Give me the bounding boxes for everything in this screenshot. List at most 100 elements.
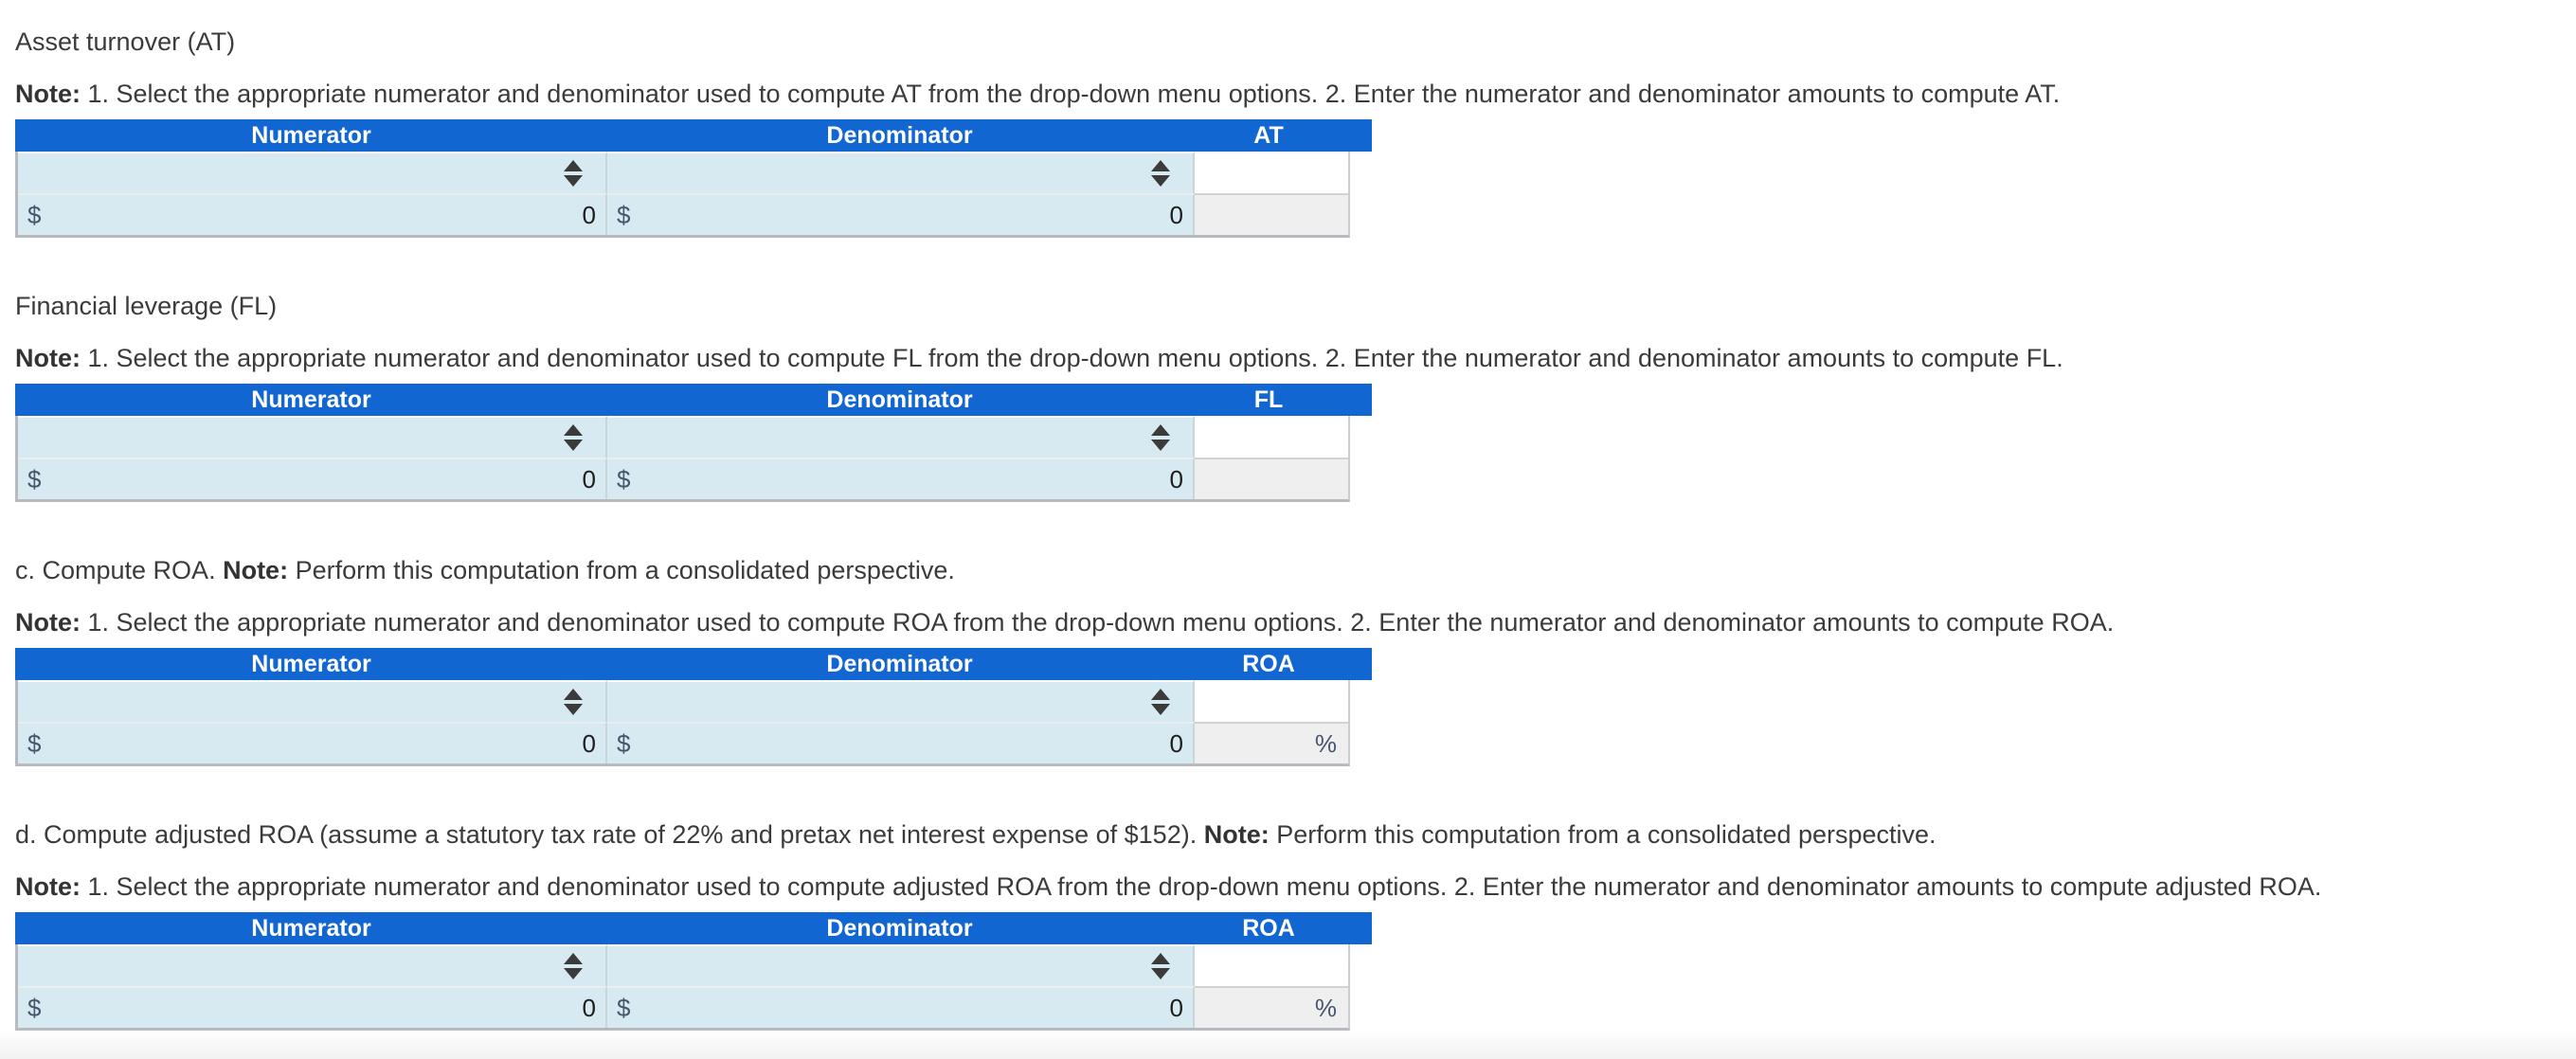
column-header-result: ROA [1242, 650, 1295, 677]
fl-result-input[interactable] [1195, 416, 1348, 458]
section-title: Asset turnover (AT) [15, 25, 2576, 60]
section-title-note-label: Note: [1203, 820, 1270, 849]
section-title-text: Asset turnover (AT) [15, 27, 236, 56]
column-header-result: AT [1253, 121, 1284, 149]
select-spinner-icon [564, 953, 583, 979]
denominator-amount-input[interactable]: $ 0 [607, 722, 1195, 763]
fl-computation-table: Numerator Denominator FL [15, 384, 1372, 502]
amount-row: $ 0 $ 0 % [18, 986, 1348, 1028]
denominator-amount-value: 0 [1169, 200, 1183, 229]
roa-result-input[interactable] [1195, 680, 1348, 722]
percent-suffix: % [1314, 993, 1337, 1022]
column-header-result: ROA [1242, 914, 1295, 942]
numerator-select[interactable] [18, 680, 607, 722]
denominator-amount-input[interactable]: $ 0 [607, 193, 1195, 235]
numerator-select[interactable] [18, 152, 607, 193]
instruction-note: Note: 1. Select the appropriate numerato… [15, 870, 2576, 905]
column-header-numerator: Numerator [251, 914, 371, 942]
currency-symbol: $ [617, 728, 631, 758]
adjusted-roa-result-input[interactable] [1195, 944, 1348, 986]
currency-symbol: $ [617, 200, 631, 229]
numerator-select[interactable] [18, 944, 607, 986]
section-asset-turnover: Asset turnover (AT) Note: 1. Select the … [15, 25, 2576, 238]
denominator-select[interactable] [607, 152, 1195, 193]
section-title-text: d. Compute adjusted ROA (assume a statut… [15, 820, 1204, 849]
fl-result-readonly [1195, 458, 1348, 499]
currency-symbol: $ [617, 464, 631, 494]
amount-row: $ 0 $ 0 [18, 458, 1348, 499]
select-spinner-icon [564, 160, 583, 187]
numerator-amount-input[interactable]: $ 0 [18, 722, 607, 763]
note-label: Note: [15, 608, 81, 637]
column-header-denominator: Denominator [826, 650, 973, 677]
section-title-note-label: Note: [223, 556, 289, 584]
column-header-numerator: Numerator [251, 650, 371, 677]
column-header-result: FL [1253, 386, 1284, 413]
instruction-note: Note: 1. Select the appropriate numerato… [15, 77, 2576, 112]
note-label: Note: [15, 80, 81, 108]
at-result-readonly [1195, 193, 1348, 235]
select-spinner-icon [564, 424, 583, 451]
worksheet-content: Asset turnover (AT) Note: 1. Select the … [15, 25, 2576, 1031]
amount-row: $ 0 $ 0 % [18, 722, 1348, 763]
roa-computation-table: Numerator Denominator ROA [15, 648, 1372, 766]
numerator-amount-value: 0 [582, 200, 596, 229]
select-row [18, 152, 1348, 193]
header-spacer [1345, 648, 1372, 680]
numerator-amount-input[interactable]: $ 0 [18, 458, 607, 499]
adjusted-roa-computation-table: Numerator Denominator ROA [15, 912, 1372, 1031]
denominator-amount-input[interactable]: $ 0 [607, 458, 1195, 499]
select-spinner-icon [1151, 160, 1170, 187]
table-header-row: Numerator Denominator ROA [15, 912, 1372, 944]
column-header-denominator: Denominator [826, 386, 973, 413]
note-text: 1. Select the appropriate numerator and … [81, 608, 2115, 637]
at-result-input[interactable] [1195, 152, 1348, 193]
currency-symbol: $ [27, 200, 42, 229]
column-header-denominator: Denominator [826, 121, 973, 149]
note-label: Note: [15, 344, 81, 372]
denominator-amount-value: 0 [1169, 464, 1183, 494]
select-spinner-icon [1151, 953, 1170, 979]
table-body: $ 0 $ 0 % [15, 944, 1350, 1031]
denominator-select[interactable] [607, 680, 1195, 722]
currency-symbol: $ [27, 728, 42, 758]
column-header-denominator: Denominator [826, 914, 973, 942]
note-text: 1. Select the appropriate numerator and … [81, 872, 2322, 901]
section-financial-leverage: Financial leverage (FL) Note: 1. Select … [15, 289, 2576, 502]
table-header-row: Numerator Denominator ROA [15, 648, 1372, 680]
panel-bottom-shadow [0, 1029, 2576, 1059]
section-title-text: c. Compute ROA. [15, 556, 224, 584]
column-header-numerator: Numerator [251, 121, 371, 149]
instruction-note: Note: 1. Select the appropriate numerato… [15, 341, 2576, 376]
numerator-select[interactable] [18, 416, 607, 458]
select-row [18, 944, 1348, 986]
note-text: 1. Select the appropriate numerator and … [81, 80, 2061, 108]
section-roa: c. Compute ROA. Note: Perform this compu… [15, 553, 2576, 766]
numerator-amount-input[interactable]: $ 0 [18, 986, 607, 1028]
denominator-select[interactable] [607, 416, 1195, 458]
note-text: 1. Select the appropriate numerator and … [81, 344, 2063, 372]
table-body: $ 0 $ 0 % [15, 680, 1350, 766]
roa-result-readonly: % [1195, 722, 1348, 763]
instruction-note: Note: 1. Select the appropriate numerato… [15, 605, 2576, 640]
adjusted-roa-result-readonly: % [1195, 986, 1348, 1028]
at-computation-table: Numerator Denominator AT [15, 119, 1372, 238]
numerator-amount-value: 0 [582, 464, 596, 494]
section-title: c. Compute ROA. Note: Perform this compu… [15, 553, 2576, 588]
column-header-numerator: Numerator [251, 386, 371, 413]
denominator-amount-value: 0 [1169, 993, 1183, 1022]
denominator-amount-input[interactable]: $ 0 [607, 986, 1195, 1028]
numerator-amount-value: 0 [582, 728, 596, 758]
header-spacer [1345, 384, 1372, 416]
note-label: Note: [15, 872, 81, 901]
denominator-select[interactable] [607, 944, 1195, 986]
table-body: $ 0 $ 0 [15, 152, 1350, 238]
percent-suffix: % [1314, 728, 1337, 758]
section-title-note-text: Perform this computation from a consolid… [1269, 820, 1937, 849]
numerator-amount-input[interactable]: $ 0 [18, 193, 607, 235]
section-adjusted-roa: d. Compute adjusted ROA (assume a statut… [15, 817, 2576, 1031]
header-spacer [1345, 119, 1372, 152]
select-spinner-icon [1151, 424, 1170, 451]
header-spacer [1345, 912, 1372, 944]
currency-symbol: $ [27, 993, 42, 1022]
